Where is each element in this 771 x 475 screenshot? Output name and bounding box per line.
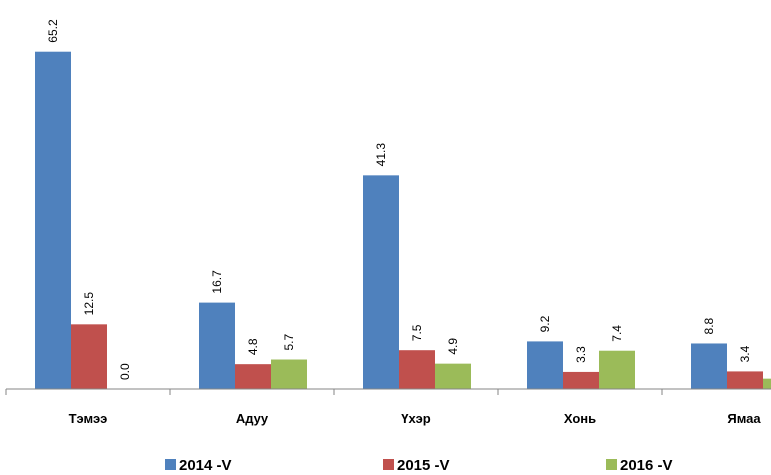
data-label: 65.2 <box>46 19 60 43</box>
bar <box>71 324 107 389</box>
bar <box>235 364 271 389</box>
x-tick-label: Үхэр <box>401 411 430 426</box>
bar <box>199 302 235 389</box>
legend-label: 2016 -V <box>620 457 673 474</box>
bar <box>763 378 771 389</box>
bar <box>691 343 727 389</box>
data-label: 3.4 <box>738 345 752 362</box>
bar <box>363 175 399 389</box>
data-label: 41.3 <box>374 143 388 167</box>
x-tick-label: Адуу <box>236 411 269 426</box>
data-label: 9.2 <box>538 315 552 332</box>
legend-label: 2014 -V <box>179 457 232 474</box>
legend-swatch <box>606 459 617 470</box>
bar <box>599 350 635 389</box>
legend-label: 2015 -V <box>397 457 450 474</box>
legend-swatch <box>383 459 394 470</box>
data-label: 8.8 <box>702 317 716 334</box>
data-label: 0.0 <box>118 363 132 380</box>
bar <box>35 51 71 389</box>
bar <box>727 371 763 389</box>
bar <box>435 363 471 389</box>
x-tick-label: Ямаа <box>727 411 761 426</box>
x-tick-label: Тэмээ <box>69 411 108 426</box>
data-label: 16.7 <box>210 270 224 294</box>
data-label: 7.5 <box>410 324 424 341</box>
bar <box>563 371 599 389</box>
x-tick-label: Хонь <box>564 411 596 426</box>
bar <box>527 341 563 389</box>
data-label: 7.4 <box>610 325 624 342</box>
data-label: 4.8 <box>246 338 260 355</box>
legend-swatch <box>165 459 176 470</box>
data-label: 3.3 <box>574 346 588 363</box>
data-label: 5.7 <box>282 334 296 351</box>
bar <box>271 359 307 389</box>
bar <box>399 350 435 389</box>
data-label: 12.5 <box>82 292 96 316</box>
data-label: 4.9 <box>446 338 460 355</box>
